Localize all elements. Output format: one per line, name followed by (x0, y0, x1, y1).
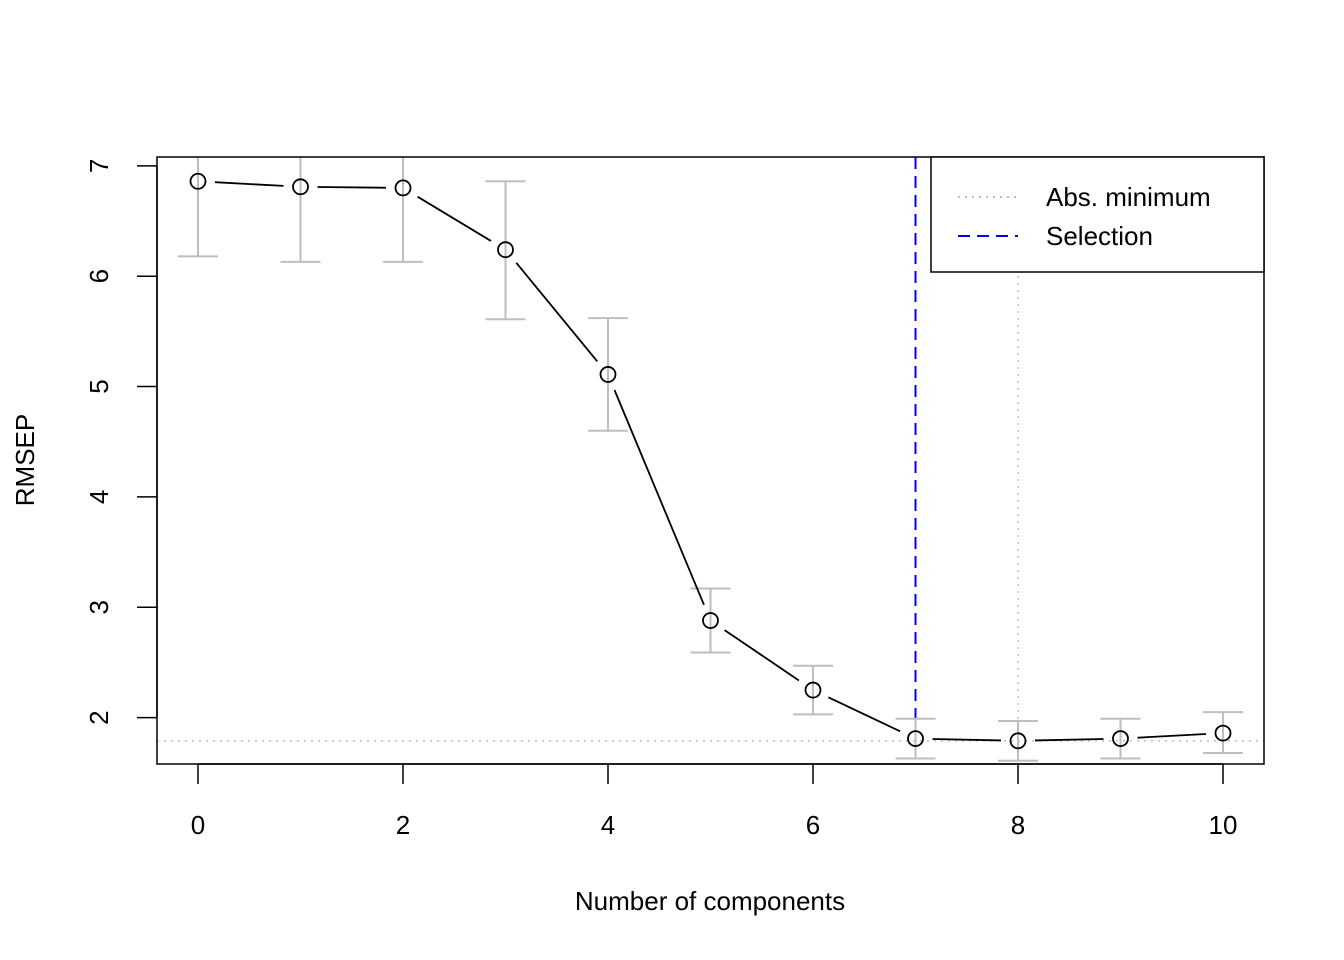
data-point-6 (804, 681, 822, 699)
line-segment (724, 629, 800, 682)
y-tick-label: 5 (84, 379, 114, 393)
x-axis-label: Number of components (575, 886, 845, 916)
line-segment (613, 389, 705, 606)
error-bar-2 (383, 157, 423, 263)
error-bar-10 (1203, 711, 1243, 754)
y-axis: 2 3 4 5 6 7 (84, 159, 158, 725)
data-point-1 (292, 178, 309, 196)
y-tick-label: 4 (84, 490, 114, 504)
error-bar-7 (895, 717, 936, 760)
series-line (214, 181, 1207, 742)
line-segment (1034, 738, 1104, 742)
line-segment (515, 262, 598, 362)
data-point-2 (394, 179, 412, 197)
error-bar-5 (690, 587, 731, 654)
y-axis-label: RMSEP (10, 414, 40, 506)
error-bar-3 (485, 180, 526, 321)
legend: Abs. minimum Selection (930, 156, 1265, 273)
data-point-10 (1214, 724, 1232, 742)
y-tick-label: 6 (84, 269, 114, 283)
x-tick-label: 0 (191, 810, 205, 840)
data-point-0 (189, 172, 207, 190)
data-point-4 (599, 366, 617, 383)
x-tick-label: 10 (1209, 810, 1238, 840)
error-bar-1 (280, 157, 321, 263)
line-segment (317, 186, 387, 189)
x-tick-label: 8 (1011, 810, 1025, 840)
y-tick-label: 7 (84, 159, 114, 173)
data-point-3 (497, 241, 514, 259)
reference-lines (157, 157, 1264, 764)
x-tick-label: 6 (806, 810, 820, 840)
line-segment (417, 195, 492, 242)
y-tick-label: 3 (84, 600, 114, 614)
error-bar-8 (998, 719, 1038, 762)
x-axis: 0 2 4 6 8 10 (191, 763, 1238, 840)
data-point-7 (907, 730, 924, 748)
error-bar-9 (1100, 717, 1141, 760)
line-segment (932, 738, 1002, 742)
data-point-8 (1009, 732, 1027, 750)
error-bar-4 (588, 317, 628, 432)
legend-box (930, 156, 1265, 273)
line-segment (1137, 733, 1207, 739)
data-point-9 (1112, 730, 1129, 748)
x-tick-label: 4 (601, 810, 615, 840)
error-bar-0 (178, 157, 218, 258)
line-segment (214, 181, 284, 187)
legend-label-selection: Selection (1046, 221, 1153, 251)
legend-label-abs-minimum: Abs. minimum (1046, 182, 1211, 212)
data-point-5 (702, 612, 719, 629)
error-bar-6 (793, 664, 833, 716)
x-tick-label: 2 (396, 810, 410, 840)
data-points (189, 172, 1232, 750)
y-tick-label: 2 (84, 710, 114, 724)
line-segment (827, 696, 901, 733)
